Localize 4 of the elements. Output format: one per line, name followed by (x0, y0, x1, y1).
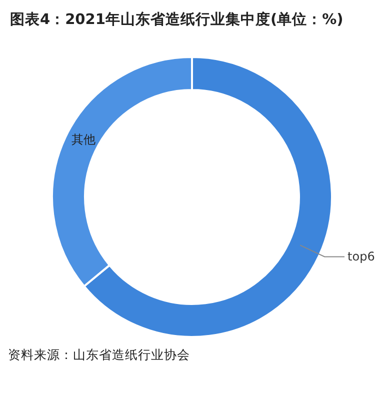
chart-title: 图表4：2021年山东省造纸行业集中度(单位：%) (10, 10, 344, 29)
text: 资料来源：山东省造纸行业协会 (8, 347, 190, 364)
slice-label: 其他 (71, 132, 96, 146)
slice-label: top6 (348, 250, 375, 264)
